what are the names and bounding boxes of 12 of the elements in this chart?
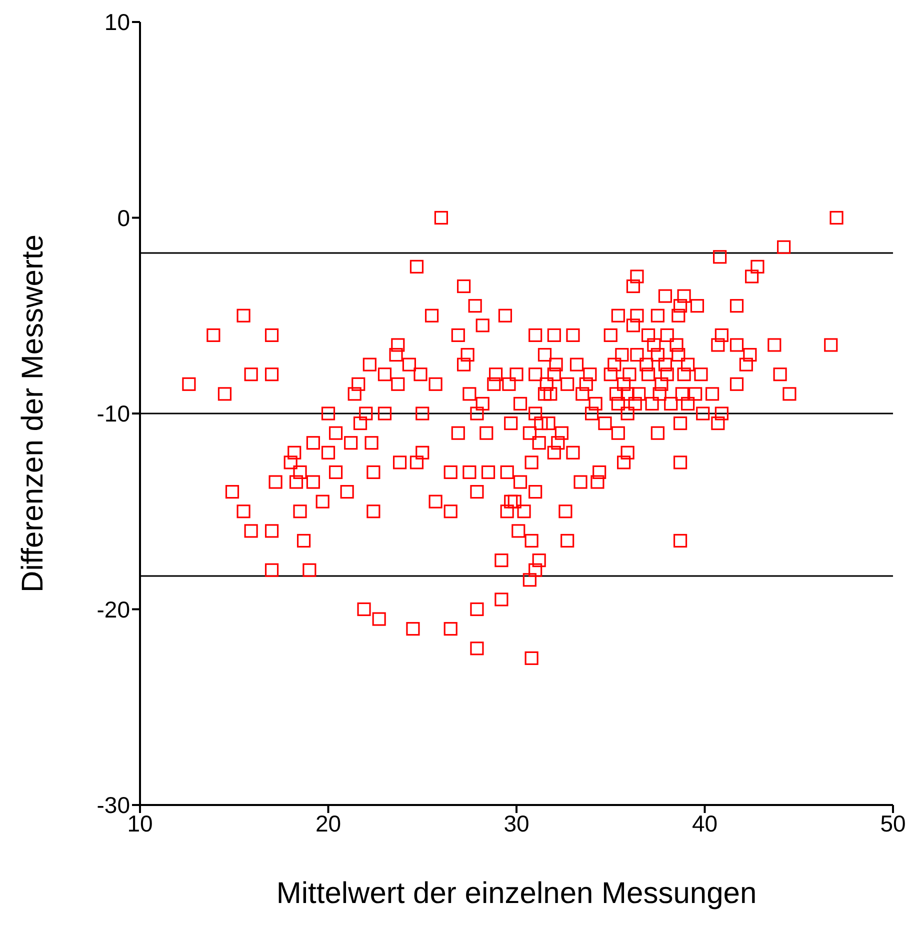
y-tick-label: -30: [96, 792, 130, 818]
y-tick-label: 10: [104, 9, 130, 36]
x-tick-label: 50: [880, 810, 906, 836]
x-tick-label: 10: [127, 810, 153, 836]
x-tick-label: 40: [692, 810, 718, 836]
x-tick-label: 30: [504, 810, 530, 836]
y-tick-label: -20: [96, 596, 130, 622]
y-axis-title: Differenzen der Messwerte: [16, 234, 50, 592]
y-tick-label: 0: [117, 204, 130, 231]
x-tick-label: 20: [315, 810, 342, 836]
x-axis-title: Mittelwert der einzelnen Messungen: [276, 877, 757, 910]
y-tick-label: -10: [96, 400, 130, 427]
